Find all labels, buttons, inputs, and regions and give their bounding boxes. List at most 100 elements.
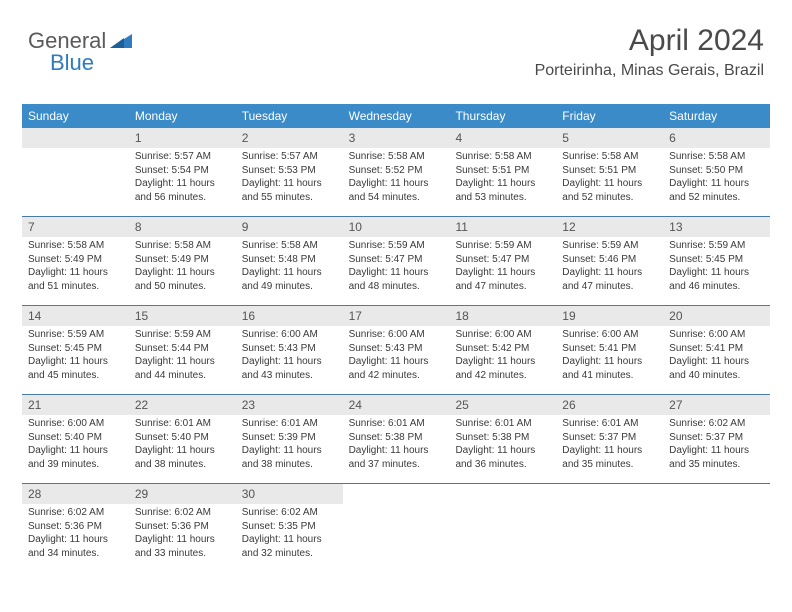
day-number: 27 [663,395,770,415]
calendar-day-cell: 22Sunrise: 6:01 AMSunset: 5:40 PMDayligh… [129,395,236,483]
daylight-text-1: Daylight: 11 hours [242,177,337,191]
day-number: 30 [236,484,343,504]
calendar-day-cell: 29Sunrise: 6:02 AMSunset: 5:36 PMDayligh… [129,484,236,572]
calendar-day-cell: 15Sunrise: 5:59 AMSunset: 5:44 PMDayligh… [129,306,236,394]
sunset-text: Sunset: 5:41 PM [562,342,657,356]
daylight-text-1: Daylight: 11 hours [562,444,657,458]
daylight-text-2: and 42 minutes. [455,369,550,383]
day-details: Sunrise: 6:00 AMSunset: 5:42 PMDaylight:… [449,326,556,386]
daylight-text-2: and 50 minutes. [135,280,230,294]
daylight-text-2: and 51 minutes. [28,280,123,294]
day-details: Sunrise: 5:59 AMSunset: 5:47 PMDaylight:… [343,237,450,297]
daylight-text-2: and 56 minutes. [135,191,230,205]
sunrise-text: Sunrise: 6:02 AM [28,506,123,520]
daylight-text-2: and 49 minutes. [242,280,337,294]
sunset-text: Sunset: 5:49 PM [28,253,123,267]
day-number: 28 [22,484,129,504]
sunrise-text: Sunrise: 6:00 AM [242,328,337,342]
daylight-text-1: Daylight: 11 hours [242,355,337,369]
sunrise-text: Sunrise: 6:01 AM [455,417,550,431]
daylight-text-2: and 32 minutes. [242,547,337,561]
daylight-text-1: Daylight: 11 hours [349,355,444,369]
day-details: Sunrise: 6:00 AMSunset: 5:43 PMDaylight:… [236,326,343,386]
daylight-text-1: Daylight: 11 hours [455,266,550,280]
sunrise-text: Sunrise: 5:58 AM [669,150,764,164]
calendar-day-cell: 30Sunrise: 6:02 AMSunset: 5:35 PMDayligh… [236,484,343,572]
sunrise-text: Sunrise: 5:58 AM [349,150,444,164]
daylight-text-1: Daylight: 11 hours [562,355,657,369]
sunset-text: Sunset: 5:38 PM [349,431,444,445]
sunset-text: Sunset: 5:37 PM [562,431,657,445]
day-details: Sunrise: 5:58 AMSunset: 5:49 PMDaylight:… [129,237,236,297]
daylight-text-1: Daylight: 11 hours [562,177,657,191]
daylight-text-1: Daylight: 11 hours [135,355,230,369]
day-details [22,148,129,208]
daylight-text-2: and 41 minutes. [562,369,657,383]
location-subtitle: Porteirinha, Minas Gerais, Brazil [535,62,764,80]
sunrise-text: Sunrise: 6:01 AM [349,417,444,431]
calendar-day-cell: 10Sunrise: 5:59 AMSunset: 5:47 PMDayligh… [343,217,450,305]
day-details: Sunrise: 6:01 AMSunset: 5:40 PMDaylight:… [129,415,236,475]
sunrise-text: Sunrise: 6:00 AM [669,328,764,342]
sunset-text: Sunset: 5:51 PM [455,164,550,178]
calendar-empty-cell [343,484,450,572]
calendar-day-cell: 3Sunrise: 5:58 AMSunset: 5:52 PMDaylight… [343,128,450,216]
day-number [449,484,556,504]
day-number: 13 [663,217,770,237]
day-number: 21 [22,395,129,415]
sunset-text: Sunset: 5:40 PM [135,431,230,445]
sunset-text: Sunset: 5:50 PM [669,164,764,178]
sunrise-text: Sunrise: 5:57 AM [242,150,337,164]
sunset-text: Sunset: 5:45 PM [28,342,123,356]
calendar-day-cell: 19Sunrise: 6:00 AMSunset: 5:41 PMDayligh… [556,306,663,394]
daylight-text-1: Daylight: 11 hours [455,177,550,191]
sunrise-text: Sunrise: 6:00 AM [562,328,657,342]
title-block: April 2024 Porteirinha, Minas Gerais, Br… [535,24,764,80]
day-number: 16 [236,306,343,326]
day-number: 26 [556,395,663,415]
daylight-text-2: and 55 minutes. [242,191,337,205]
sunset-text: Sunset: 5:36 PM [135,520,230,534]
day-details: Sunrise: 6:02 AMSunset: 5:35 PMDaylight:… [236,504,343,564]
sunrise-text: Sunrise: 6:02 AM [135,506,230,520]
calendar-day-cell: 23Sunrise: 6:01 AMSunset: 5:39 PMDayligh… [236,395,343,483]
daylight-text-2: and 40 minutes. [669,369,764,383]
weekday-header: Thursday [449,104,556,128]
daylight-text-2: and 48 minutes. [349,280,444,294]
daylight-text-1: Daylight: 11 hours [242,533,337,547]
sunrise-text: Sunrise: 5:57 AM [135,150,230,164]
day-details: Sunrise: 6:01 AMSunset: 5:38 PMDaylight:… [449,415,556,475]
day-number: 7 [22,217,129,237]
calendar-day-cell: 26Sunrise: 6:01 AMSunset: 5:37 PMDayligh… [556,395,663,483]
day-details: Sunrise: 5:58 AMSunset: 5:50 PMDaylight:… [663,148,770,208]
weekday-header: Wednesday [343,104,450,128]
daylight-text-2: and 37 minutes. [349,458,444,472]
calendar-day-cell: 25Sunrise: 6:01 AMSunset: 5:38 PMDayligh… [449,395,556,483]
day-details: Sunrise: 6:01 AMSunset: 5:39 PMDaylight:… [236,415,343,475]
day-details [449,504,556,564]
day-number: 15 [129,306,236,326]
day-details: Sunrise: 5:59 AMSunset: 5:47 PMDaylight:… [449,237,556,297]
calendar-day-cell: 24Sunrise: 6:01 AMSunset: 5:38 PMDayligh… [343,395,450,483]
daylight-text-1: Daylight: 11 hours [135,266,230,280]
day-details: Sunrise: 6:02 AMSunset: 5:36 PMDaylight:… [22,504,129,564]
daylight-text-1: Daylight: 11 hours [135,533,230,547]
calendar-week-row: 14Sunrise: 5:59 AMSunset: 5:45 PMDayligh… [22,306,770,395]
daylight-text-1: Daylight: 11 hours [669,177,764,191]
day-number: 11 [449,217,556,237]
sunrise-text: Sunrise: 5:58 AM [562,150,657,164]
sunset-text: Sunset: 5:45 PM [669,253,764,267]
calendar-empty-cell [449,484,556,572]
day-details: Sunrise: 6:00 AMSunset: 5:41 PMDaylight:… [556,326,663,386]
sunrise-text: Sunrise: 6:00 AM [28,417,123,431]
weekday-header: Sunday [22,104,129,128]
sunset-text: Sunset: 5:36 PM [28,520,123,534]
daylight-text-2: and 45 minutes. [28,369,123,383]
calendar-day-cell: 17Sunrise: 6:00 AMSunset: 5:43 PMDayligh… [343,306,450,394]
calendar-day-cell: 9Sunrise: 5:58 AMSunset: 5:48 PMDaylight… [236,217,343,305]
day-details: Sunrise: 5:59 AMSunset: 5:45 PMDaylight:… [663,237,770,297]
daylight-text-1: Daylight: 11 hours [28,266,123,280]
sunrise-text: Sunrise: 6:01 AM [135,417,230,431]
daylight-text-2: and 35 minutes. [562,458,657,472]
day-number: 24 [343,395,450,415]
